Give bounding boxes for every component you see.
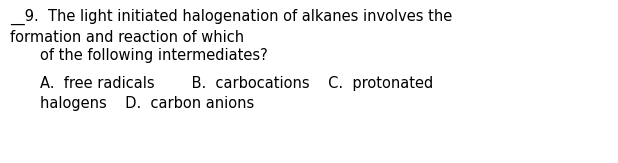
Text: A.  free radicals        B.  carbocations    C.  protonated: A. free radicals B. carbocations C. prot… bbox=[40, 76, 433, 91]
Text: of the following intermediates?: of the following intermediates? bbox=[40, 48, 268, 63]
Text: __9.  The light initiated halogenation of alkanes involves the: __9. The light initiated halogenation of… bbox=[10, 9, 452, 25]
Text: halogens    D.  carbon anions: halogens D. carbon anions bbox=[40, 96, 254, 111]
Text: formation and reaction of which: formation and reaction of which bbox=[10, 30, 244, 45]
